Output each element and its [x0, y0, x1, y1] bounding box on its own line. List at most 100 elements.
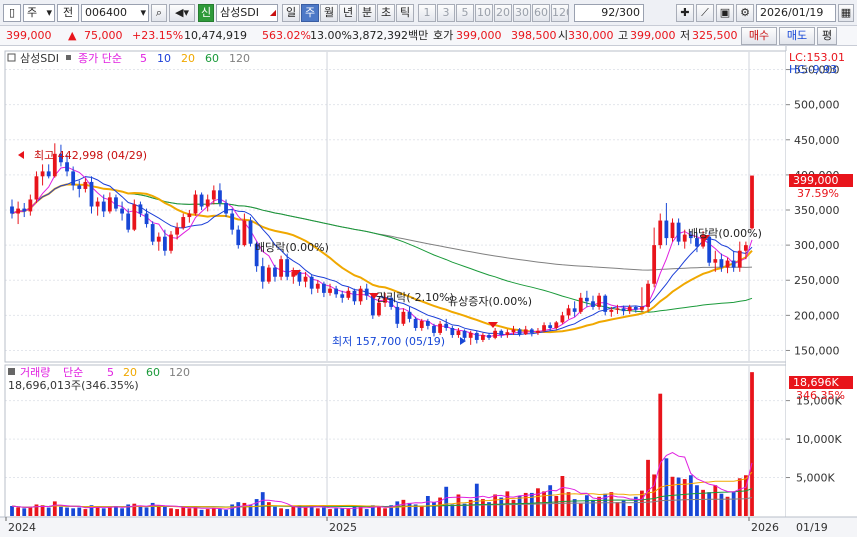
candle-body: [615, 308, 620, 310]
gear-icon[interactable]: ⚙: [736, 4, 754, 22]
volume-bar: [438, 497, 442, 516]
stock-name-field[interactable]: 삼성SDI ◢: [216, 4, 278, 22]
chart-icon[interactable]: ▯: [3, 4, 21, 22]
interval-tab-5[interactable]: 5: [456, 4, 474, 22]
interval-tab-1[interactable]: 1: [418, 4, 436, 22]
market-select[interactable]: 주 ▾: [23, 4, 55, 22]
volume-bar: [652, 474, 657, 516]
legend-ma-20: 20: [181, 52, 195, 65]
candle-body: [126, 213, 131, 230]
period-tab-0[interactable]: 일: [282, 4, 300, 22]
eval-button[interactable]: 평: [817, 27, 837, 45]
candle-body: [438, 323, 442, 333]
candle-body: [688, 234, 693, 239]
candle-body: [664, 220, 669, 239]
volume-bar: [670, 476, 675, 516]
capital-marker-icon: [488, 322, 498, 328]
volume-bar: [364, 509, 369, 516]
volume-bar: [95, 506, 100, 516]
volume-bar: [138, 506, 143, 516]
volume-ma-line-5: [11, 452, 753, 510]
volume-legend-ma-60: 60: [146, 366, 160, 379]
volume-bar: [132, 503, 137, 516]
candle-body: [383, 297, 387, 303]
volume-axis: 5,000K 10,000K 15,000K: [786, 395, 842, 485]
candle-body: [450, 327, 455, 336]
volume-legend-type: 단순: [63, 366, 83, 379]
credit-badge: 신: [198, 4, 214, 22]
interval-tab-120[interactable]: 120: [551, 4, 569, 22]
volume-ratio: 563.02%: [262, 29, 311, 42]
buy-button[interactable]: 매수: [741, 27, 777, 45]
date-field[interactable]: 2026/01/19: [756, 4, 836, 22]
volume-bar: [211, 508, 216, 516]
interval-tab-3[interactable]: 3: [437, 4, 455, 22]
volume-bar: [572, 499, 577, 516]
volume-bar: [144, 507, 149, 516]
period-tab-2[interactable]: 월: [320, 4, 338, 22]
current-volume-pct: 346.35%: [796, 389, 845, 402]
high-price: 399,000: [630, 29, 676, 42]
interval-tab-60[interactable]: 60: [532, 4, 550, 22]
volume-bar: [719, 493, 724, 516]
period-tab-1[interactable]: 주: [301, 4, 319, 22]
current-price-badge-text: 399,000: [793, 174, 839, 187]
candle-body: [499, 330, 504, 336]
volume-legend-ma-20: 20: [123, 366, 137, 379]
volume-legend-ma-5: 5: [107, 366, 114, 379]
volume-bar: [682, 479, 687, 516]
high-label: 고: [618, 29, 629, 42]
price-volume-chart[interactable]: 150,000200,000250,000300,000350,000400,0…: [0, 46, 857, 537]
volume-bar: [536, 488, 540, 516]
interval-tab-10[interactable]: 10: [475, 4, 493, 22]
candle-body: [377, 302, 381, 316]
code-input[interactable]: 006400 ▾: [81, 4, 149, 22]
candle-body: [432, 325, 436, 333]
volume-bar: [511, 499, 516, 516]
volume-bar: [315, 508, 320, 516]
candle-body: [40, 171, 45, 177]
volume-bar: [254, 499, 259, 516]
sell-button[interactable]: 매도: [779, 27, 815, 45]
chart-area[interactable]: 150,000200,000250,000300,000350,000400,0…: [0, 46, 857, 537]
period-tab-6[interactable]: 틱: [396, 4, 414, 22]
volume-bar: [713, 485, 718, 516]
volume-bar: [34, 504, 39, 516]
candle-body: [211, 190, 216, 200]
period-tab-5[interactable]: 초: [377, 4, 395, 22]
period-tab-4[interactable]: 분: [358, 4, 376, 22]
x-tick-label: 2026: [751, 521, 779, 534]
candle-body: [731, 260, 736, 268]
count-field[interactable]: 92/300: [574, 4, 644, 22]
period-tab-3[interactable]: 년: [339, 4, 357, 22]
volume-bar: [150, 502, 155, 516]
candle-body: [138, 204, 143, 214]
legend-box-icon[interactable]: [7, 53, 16, 62]
draw-icon[interactable]: ⟋: [696, 4, 714, 22]
candle-body: [633, 306, 638, 310]
count-value: 92: [601, 6, 616, 19]
low-price: 325,500: [692, 29, 738, 42]
interval-tab-20[interactable]: 20: [494, 4, 512, 22]
interval-tab-30[interactable]: 30: [513, 4, 531, 22]
candle-body: [89, 181, 94, 207]
annotation-dividend-1: 배당락(0.00%): [255, 241, 329, 254]
save-icon[interactable]: ▣: [716, 4, 734, 22]
annotation-rights: 권리락(-2.10%): [376, 291, 454, 304]
crosshair-icon[interactable]: ✚: [676, 4, 694, 22]
candle-body: [254, 243, 259, 267]
hc-readout: HC:-9.93: [789, 63, 837, 76]
candle-body: [646, 283, 650, 307]
candle-body: [187, 213, 192, 218]
volume-tick-label: 15,000K: [796, 395, 842, 408]
volume-bar: [309, 506, 314, 516]
volume-bar: [743, 475, 748, 516]
speaker-icon[interactable]: ◀▾: [169, 4, 195, 22]
calendar-icon[interactable]: ▦: [838, 4, 854, 22]
volume-bar: [395, 501, 400, 516]
volume-bar: [266, 502, 271, 516]
volume-bar: [701, 489, 705, 516]
volume-bar: [114, 506, 118, 516]
search-icon[interactable]: ⌕: [151, 4, 167, 22]
type-select[interactable]: 전: [57, 4, 79, 22]
